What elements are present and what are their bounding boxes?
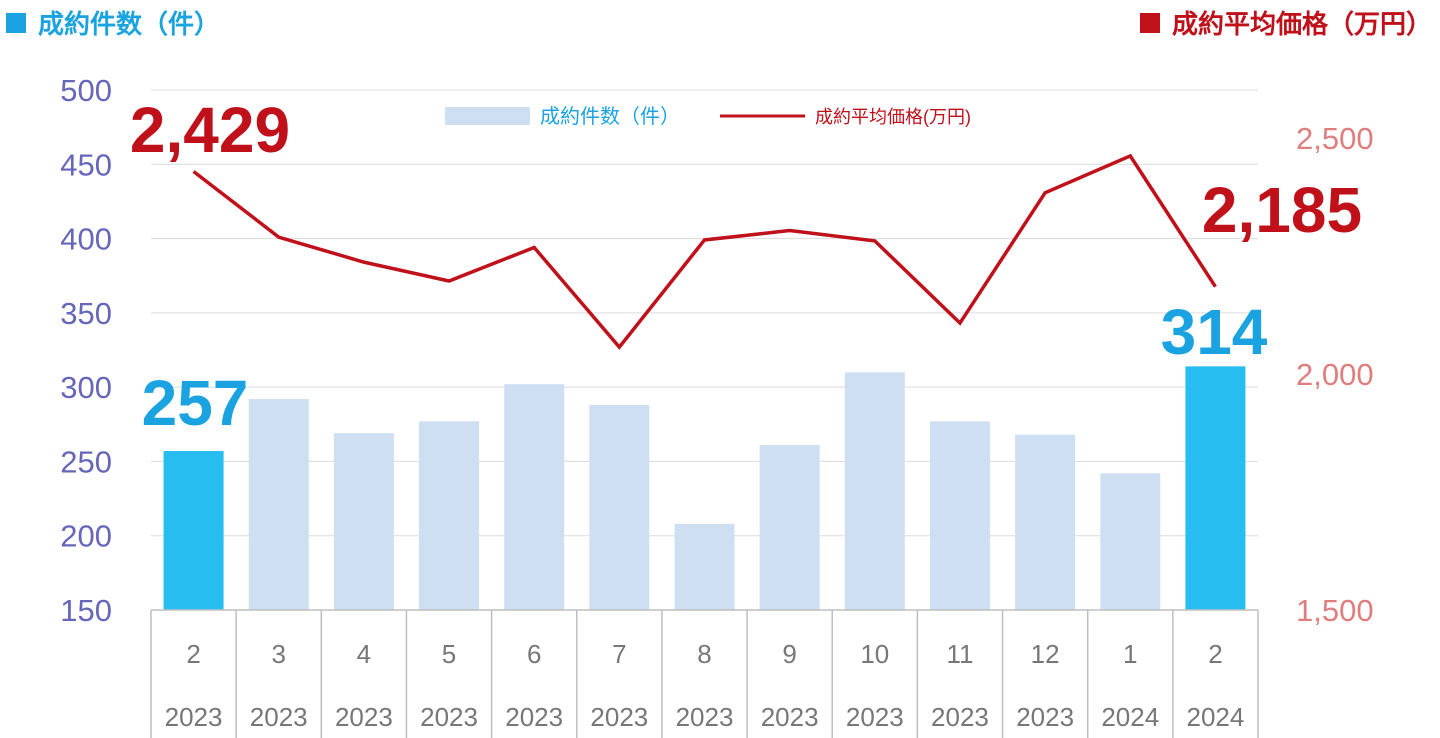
bar [248, 399, 309, 610]
bar [929, 421, 990, 610]
right-axis-tick-label: 2,000 [1296, 357, 1374, 392]
x-tick-month: 1 [1123, 639, 1137, 669]
left-axis-tick-label: 350 [60, 296, 112, 331]
x-tick-year: 2023 [335, 702, 393, 732]
right-axis-tick-label: 2,500 [1296, 121, 1374, 156]
x-tick-year: 2023 [505, 702, 563, 732]
bar-last-callout: 314 [1161, 296, 1268, 368]
bar [163, 451, 224, 610]
x-tick-year: 2023 [761, 702, 819, 732]
x-tick-year: 2024 [1187, 702, 1245, 732]
x-tick-month: 9 [782, 639, 796, 669]
left-axis-tick-label: 250 [60, 444, 112, 479]
x-tick-year: 2023 [1016, 702, 1074, 732]
x-tick-year: 2024 [1101, 702, 1159, 732]
bar-first-callout: 257 [142, 367, 249, 439]
legend: 成約件数（件） 成約平均価格(万円) [445, 105, 971, 128]
legend-bar-label: 成約件数（件） [540, 105, 680, 128]
x-tick-month: 10 [860, 639, 889, 669]
left-axis-tick-label: 150 [60, 593, 112, 628]
x-tick-year: 2023 [590, 702, 648, 732]
axes: 1502002503003504004505001,5002,0002,5002… [60, 73, 1374, 738]
x-tick-year: 2023 [676, 702, 734, 732]
x-tick-month: 8 [697, 639, 711, 669]
line-path [192, 153, 1217, 350]
right-header-label: 成約平均価格（万円） [1171, 10, 1432, 40]
left-header-label: 成約件数（件） [38, 10, 221, 40]
x-tick-month: 2 [186, 639, 200, 669]
x-tick-month: 3 [271, 639, 285, 669]
bar [504, 384, 565, 610]
left-axis-header: 成約件数（件） [6, 4, 220, 41]
x-tick-month: 4 [357, 639, 371, 669]
x-tick-month: 5 [442, 639, 456, 669]
left-axis-tick-label: 450 [60, 147, 112, 182]
right-axis-tick-label: 1,500 [1296, 593, 1374, 628]
bar [589, 404, 650, 610]
x-tick-month: 6 [527, 639, 541, 669]
x-tick-year: 2023 [931, 702, 989, 732]
line-last-callout: 2,185 [1202, 174, 1362, 246]
left-axis-tick-label: 300 [60, 370, 112, 405]
left-axis-tick-label: 500 [60, 73, 112, 108]
left-header-square-icon [6, 12, 26, 33]
x-tick-year: 2023 [250, 702, 308, 732]
gridlines [151, 89, 1258, 537]
bar [1100, 473, 1161, 610]
labels: 2,429 2,185 257 314 [130, 94, 1362, 439]
x-tick-month: 11 [946, 639, 973, 669]
left-axis-tick-label: 400 [60, 222, 112, 257]
bar [674, 523, 735, 610]
bar [1185, 366, 1246, 610]
bar [844, 372, 905, 610]
bar [333, 433, 394, 610]
bar [419, 421, 480, 610]
x-tick-year: 2023 [846, 702, 904, 732]
bar [759, 445, 820, 610]
x-tick-month: 2 [1208, 639, 1222, 669]
x-tick-month: 7 [612, 639, 626, 669]
x-tick-month: 12 [1031, 639, 1060, 669]
x-tick-year: 2023 [165, 702, 223, 732]
right-header-square-icon [1139, 12, 1160, 33]
bar-series [163, 366, 1246, 610]
bar [1015, 434, 1076, 610]
legend-line-label: 成約平均価格(万円) [815, 107, 971, 127]
line-first-callout: 2,429 [130, 94, 290, 166]
legend-bar-swatch [445, 107, 530, 125]
x-tick-year: 2023 [420, 702, 478, 732]
line-series [192, 153, 1217, 350]
left-axis-tick-label: 200 [60, 519, 112, 554]
right-axis-header: 成約平均価格（万円） [1139, 4, 1432, 41]
